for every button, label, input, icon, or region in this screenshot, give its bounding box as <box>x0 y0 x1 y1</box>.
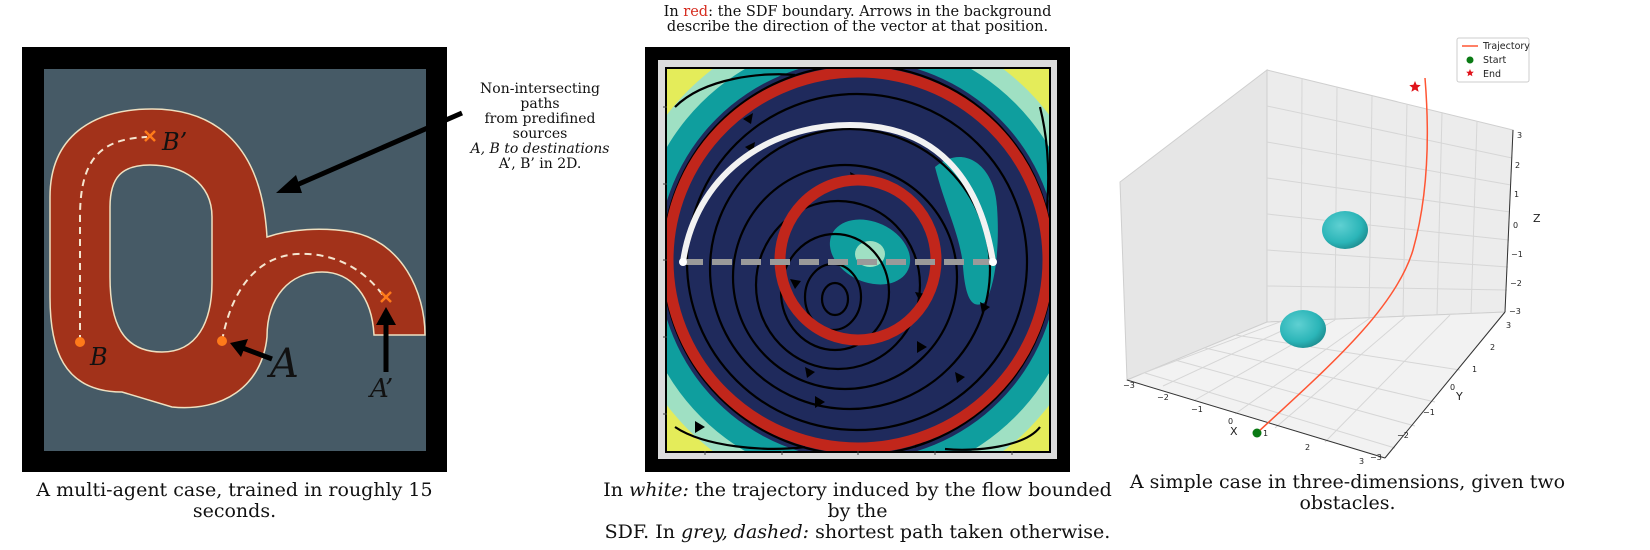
svg-text:−3: −3 <box>1509 307 1521 316</box>
svg-text:1: 1 <box>1514 190 1519 199</box>
sdf-flow-panel <box>645 47 1070 472</box>
trajectory-end <box>989 258 997 266</box>
panel1-caption: A multi-agent case, trained in roughly 1… <box>36 479 433 522</box>
svg-text:2: 2 <box>1305 443 1310 452</box>
teal-blob-right <box>935 156 998 305</box>
sdf-boundary-outer <box>667 69 1049 451</box>
panel2-ticks <box>663 106 1013 455</box>
3d-x-axis-label: X <box>1230 425 1238 438</box>
3d-legend: Trajectory Start End <box>1456 37 1530 83</box>
panel2-title-line2: describe the direction of the vector at … <box>666 19 1049 35</box>
panel3-caption: A simple case in three-dimensions, given… <box>1129 471 1566 514</box>
panel2-caption-line2: SDF. In grey, dashed: shortest path take… <box>604 521 1111 543</box>
3d-y-axis-label: Y <box>1455 390 1463 403</box>
svg-text:−2: −2 <box>1510 279 1522 288</box>
legend-start-swatch <box>1466 56 1474 64</box>
svg-text:3: 3 <box>1359 457 1364 466</box>
svg-text:−2: −2 <box>1157 393 1169 402</box>
3d-trajectory-panel: −3 −2 −1 0 1 2 3 3 2 1 0 −1 −2 −3 3 2 1 … <box>1119 37 1541 466</box>
annotation-pointer-arrow <box>276 110 463 193</box>
3d-trajectory <box>1256 77 1429 434</box>
svg-text:1: 1 <box>1472 365 1477 374</box>
svg-text:−3: −3 <box>1370 453 1382 462</box>
trajectory-start <box>679 258 687 266</box>
svg-text:−2: −2 <box>1397 431 1409 440</box>
svg-text:0: 0 <box>1450 383 1455 392</box>
panel2-caption-line1: In white: the trajectory induced by the … <box>603 479 1112 522</box>
dest-a-prime-marker <box>380 291 392 303</box>
panel2-caption: In white: the trajectory induced by the … <box>600 480 1115 543</box>
obstacle-sphere-lower <box>1280 310 1326 348</box>
source-b-marker <box>75 337 85 347</box>
svg-text:2: 2 <box>1515 161 1520 170</box>
svg-text:2: 2 <box>1490 343 1495 352</box>
annotation-line-2: from predifined sources <box>484 111 596 142</box>
3d-z-axis-label: Z <box>1533 212 1541 225</box>
svg-text:3: 3 <box>1506 321 1511 330</box>
svg-text:−3: −3 <box>1123 381 1135 390</box>
svg-text:0: 0 <box>1513 221 1518 230</box>
legend-end-label: End <box>1483 69 1501 80</box>
pane-back <box>1266 69 1514 323</box>
svg-text:3: 3 <box>1517 131 1522 140</box>
panel2-title: In red: the SDF boundary. Arrows in the … <box>645 5 1070 35</box>
3d-end-marker <box>1409 81 1421 92</box>
multi-agent-panel: B’ B A A’ <box>22 47 447 472</box>
svg-text:0: 0 <box>1228 417 1233 426</box>
svg-text:−1: −1 <box>1191 405 1203 414</box>
svg-text:−1: −1 <box>1423 408 1435 417</box>
annotation-line-4: A’, B’ in 2D. <box>498 156 582 172</box>
label-a-prime: A’ <box>368 374 393 404</box>
panel1-annotation: Non-intersecting paths from predifined s… <box>460 82 620 172</box>
3d-axes-edges <box>1126 129 1514 459</box>
path-b-to-b-prime <box>79 136 148 342</box>
panel2-title-line1: In red: the SDF boundary. Arrows in the … <box>663 4 1052 20</box>
arrow-to-a-prime <box>376 307 396 372</box>
label-a: A <box>266 341 299 387</box>
svg-text:1: 1 <box>1263 429 1268 438</box>
dest-b-prime-marker <box>144 130 156 142</box>
source-a-marker <box>217 336 227 346</box>
svg-text:−1: −1 <box>1511 250 1523 259</box>
stream-arrowheads <box>695 113 990 448</box>
3d-start-marker <box>1252 428 1262 438</box>
obstacle-sphere-upper <box>1322 211 1368 249</box>
annotation-line-3: A, B to destinations <box>470 141 610 157</box>
label-b: B <box>89 343 108 371</box>
flow-trajectory <box>680 121 996 265</box>
legend-trajectory-label: Trajectory <box>1482 41 1530 52</box>
arrow-to-a <box>230 339 273 362</box>
annotation-line-1: Non-intersecting paths <box>480 81 600 112</box>
legend-end-swatch <box>1466 69 1474 77</box>
3d-tick-labels: −3 −2 −1 0 1 2 3 3 2 1 0 −1 −2 −3 3 2 1 … <box>1123 131 1523 466</box>
label-b-prime: B’ <box>161 128 187 156</box>
legend-start-label: Start <box>1483 55 1506 66</box>
3d-grid <box>1140 77 1513 449</box>
path-inner-hole <box>109 164 213 353</box>
path-a-to-a-prime <box>221 252 385 342</box>
